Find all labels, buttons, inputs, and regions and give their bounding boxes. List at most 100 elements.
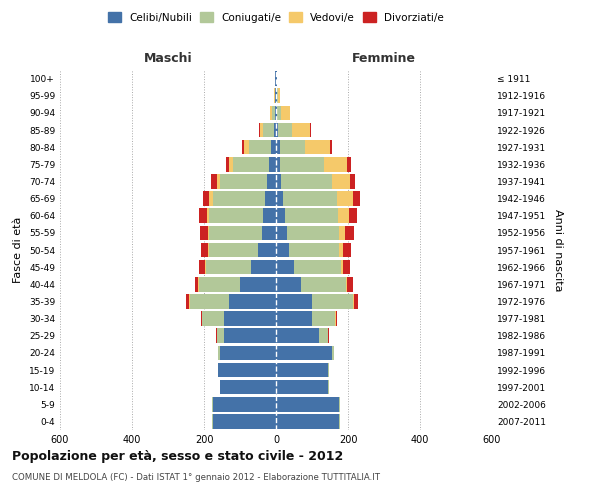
Bar: [276, 312, 312, 326]
Bar: [187, 294, 189, 308]
Bar: [310, 122, 311, 138]
Bar: [276, 362, 328, 378]
Bar: [271, 140, 276, 154]
Bar: [294, 260, 341, 274]
Bar: [353, 192, 360, 206]
Bar: [287, 226, 339, 240]
Bar: [242, 140, 244, 154]
Bar: [220, 174, 267, 188]
Bar: [276, 294, 312, 308]
Bar: [275, 88, 276, 103]
Bar: [283, 192, 337, 206]
Text: Femmine: Femmine: [352, 52, 416, 65]
Bar: [353, 294, 354, 308]
Bar: [194, 277, 198, 291]
Bar: [262, 226, 276, 240]
Bar: [341, 260, 343, 274]
Bar: [275, 72, 276, 86]
Bar: [276, 346, 332, 360]
Bar: [201, 242, 208, 258]
Bar: [278, 88, 280, 103]
Bar: [212, 414, 213, 428]
Bar: [323, 157, 347, 172]
Text: Maschi: Maschi: [143, 52, 193, 65]
Bar: [276, 208, 285, 223]
Bar: [263, 208, 276, 223]
Bar: [343, 242, 350, 258]
Bar: [276, 157, 280, 172]
Bar: [276, 106, 277, 120]
Bar: [205, 260, 206, 274]
Bar: [229, 294, 276, 308]
Bar: [274, 88, 275, 103]
Bar: [330, 140, 332, 154]
Bar: [346, 226, 355, 240]
Bar: [213, 414, 276, 428]
Bar: [209, 226, 262, 240]
Bar: [208, 242, 209, 258]
Bar: [276, 72, 277, 86]
Bar: [339, 414, 340, 428]
Bar: [305, 140, 330, 154]
Bar: [337, 192, 353, 206]
Bar: [200, 226, 208, 240]
Bar: [199, 277, 240, 291]
Bar: [209, 192, 213, 206]
Bar: [260, 122, 263, 138]
Bar: [213, 192, 265, 206]
Bar: [212, 397, 213, 411]
Bar: [343, 260, 350, 274]
Bar: [276, 226, 287, 240]
Bar: [217, 328, 224, 343]
Bar: [276, 192, 283, 206]
Bar: [332, 174, 350, 188]
Bar: [276, 242, 289, 258]
Bar: [338, 208, 349, 223]
Bar: [285, 208, 338, 223]
Bar: [263, 122, 274, 138]
Bar: [278, 122, 292, 138]
Bar: [206, 208, 209, 223]
Bar: [276, 260, 294, 274]
Bar: [209, 208, 263, 223]
Bar: [240, 277, 276, 291]
Bar: [218, 362, 276, 378]
Y-axis label: Fasce di età: Fasce di età: [13, 217, 23, 283]
Bar: [339, 397, 340, 411]
Bar: [332, 346, 334, 360]
Bar: [281, 174, 332, 188]
Bar: [276, 88, 277, 103]
Bar: [276, 414, 339, 428]
Bar: [276, 397, 339, 411]
Bar: [220, 346, 276, 360]
Bar: [328, 362, 329, 378]
Bar: [190, 294, 229, 308]
Bar: [350, 174, 355, 188]
Bar: [202, 312, 224, 326]
Bar: [267, 174, 276, 188]
Bar: [339, 242, 343, 258]
Bar: [275, 106, 276, 120]
Bar: [347, 157, 350, 172]
Bar: [281, 106, 290, 120]
Text: Popolazione per età, sesso e stato civile - 2012: Popolazione per età, sesso e stato civil…: [12, 450, 343, 463]
Bar: [319, 328, 328, 343]
Bar: [208, 226, 209, 240]
Bar: [272, 106, 275, 120]
Bar: [292, 122, 310, 138]
Bar: [289, 242, 339, 258]
Bar: [269, 157, 276, 172]
Bar: [270, 106, 272, 120]
Bar: [347, 277, 353, 291]
Bar: [274, 122, 276, 138]
Bar: [226, 157, 229, 172]
Bar: [206, 260, 251, 274]
Bar: [339, 226, 346, 240]
Bar: [276, 380, 328, 394]
Bar: [213, 397, 276, 411]
Bar: [280, 157, 323, 172]
Bar: [336, 312, 337, 326]
Bar: [249, 140, 271, 154]
Bar: [277, 106, 281, 120]
Bar: [217, 174, 220, 188]
